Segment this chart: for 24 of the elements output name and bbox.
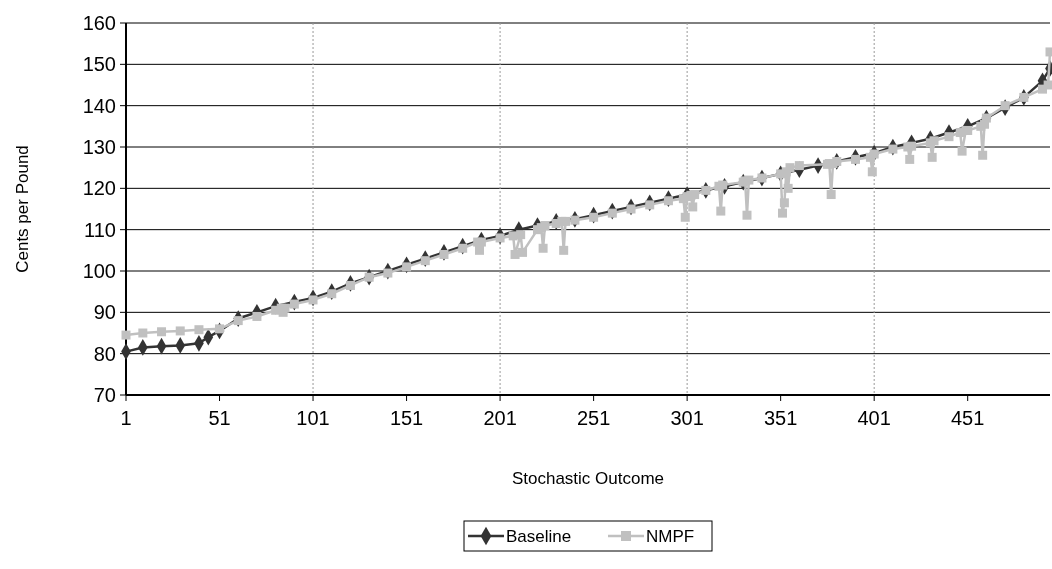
x-tick-label: 301 — [670, 407, 704, 429]
y-tick-label: 130 — [82, 136, 116, 158]
y-tick-label: 70 — [93, 384, 116, 406]
legend-label: NMPF — [646, 526, 695, 546]
x-tick-label: 251 — [576, 407, 611, 429]
x-tick-label: 351 — [763, 407, 798, 429]
x-tick-label: 1 — [120, 407, 132, 429]
y-tick-label: 100 — [82, 260, 116, 282]
y-tick-label: 140 — [82, 94, 116, 117]
y-tick-label: 90 — [93, 301, 116, 324]
y-tick-label: 160 — [82, 12, 116, 34]
y-tick-label: 120 — [82, 177, 116, 200]
x-tick-label: 101 — [296, 407, 330, 429]
legend-label: Baseline — [506, 526, 572, 546]
x-tick-label: 201 — [483, 407, 517, 429]
x-axis-title: Stochastic Outcome — [511, 469, 665, 488]
x-tick-label: 451 — [951, 407, 985, 429]
y-tick-label: 80 — [93, 342, 116, 365]
x-tick-label: 151 — [389, 407, 424, 429]
y-axis-title: Cents per Pound — [13, 145, 32, 273]
y-tick-label: 110 — [84, 218, 116, 241]
x-tick-label: 401 — [857, 407, 891, 429]
y-tick-label: 150 — [82, 53, 116, 76]
x-tick-label: 51 — [208, 407, 231, 429]
